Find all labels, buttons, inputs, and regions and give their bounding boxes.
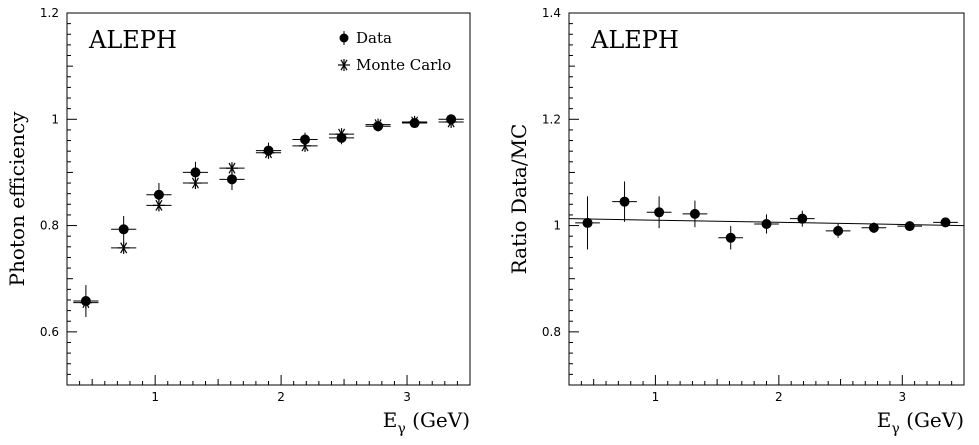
y-tick-label: 1.4	[542, 6, 561, 20]
data-point	[646, 196, 672, 229]
x-tick-label: 3	[898, 390, 906, 404]
x-tick-label: 1	[151, 390, 159, 404]
y-tick-label: 1.2	[40, 6, 59, 20]
data-point	[612, 181, 637, 222]
legend-entry: Data	[339, 29, 392, 47]
data-point	[789, 210, 815, 227]
x-tick-label: 1	[652, 390, 660, 404]
data-marker	[868, 222, 879, 233]
data-marker	[582, 217, 593, 228]
star-marker	[408, 115, 421, 128]
data-marker	[619, 196, 630, 207]
mc-point	[292, 139, 318, 152]
experiment-label: ALEPH	[88, 26, 177, 54]
mc-point	[146, 199, 172, 212]
star-marker	[299, 139, 312, 152]
data-point	[219, 168, 245, 190]
mc-point	[111, 241, 137, 254]
data-marker	[654, 207, 665, 218]
star-marker	[338, 59, 350, 71]
data-point	[861, 222, 887, 234]
data-point	[575, 196, 600, 250]
data-marker	[833, 225, 844, 236]
star-marker	[189, 177, 202, 190]
series-data	[575, 181, 958, 250]
x-axis-title: Eγ (GeV)	[383, 408, 470, 437]
data-marker	[226, 174, 237, 185]
data-marker	[797, 213, 808, 224]
series-data	[73, 114, 464, 317]
mc-point	[255, 146, 282, 159]
star-marker	[117, 241, 130, 254]
star-marker	[225, 162, 238, 175]
x-tick-label: 2	[775, 390, 783, 404]
data-marker	[904, 221, 915, 232]
data-marker	[725, 232, 736, 243]
data-point	[825, 223, 851, 238]
star-marker	[152, 199, 165, 212]
data-marker	[190, 167, 201, 178]
y-tick-label: 1	[553, 219, 561, 233]
experiment-label: ALEPH	[590, 26, 679, 54]
mc-point	[219, 162, 245, 175]
y-tick-label: 0.8	[542, 325, 561, 339]
data-marker	[940, 217, 951, 228]
data-point	[718, 226, 744, 250]
series-monte-carlo	[73, 115, 464, 309]
star-marker	[445, 115, 458, 128]
star-marker	[79, 296, 92, 309]
mc-point	[182, 177, 209, 190]
chart-panel-2: 1 2 3 0.8 1 1.2 1.4 Ratio Data/MC Eγ (GeV) ALEPH	[507, 6, 965, 437]
star-marker	[262, 146, 275, 159]
y-tick-label: 1.2	[542, 112, 561, 126]
mc-point	[365, 118, 391, 131]
data-marker	[761, 218, 772, 229]
mc-point	[438, 115, 464, 128]
star-marker	[335, 128, 348, 141]
legend-label: Data	[356, 29, 392, 47]
data-point	[933, 217, 958, 228]
chart-panel-1: 1 2 3 0.6 0.8 1 1.2 Photon efficiency Eγ (GeV) AL…	[5, 6, 471, 437]
x-tick-label: 3	[403, 390, 411, 404]
data-marker	[153, 189, 164, 200]
data-marker	[118, 224, 129, 235]
mc-point	[73, 296, 99, 309]
y-axis-title: Photon efficiency	[5, 111, 29, 287]
star-marker	[372, 118, 385, 131]
mc-point	[401, 115, 428, 128]
x-axis-title: Eγ (GeV)	[877, 408, 964, 437]
data-point	[682, 200, 708, 228]
y-tick-label: 0.8	[40, 219, 59, 233]
y-tick-label: 0.6	[40, 325, 59, 339]
mc-point	[328, 128, 355, 141]
legend-entry: Monte Carlo	[338, 56, 451, 74]
y-axis-title: Ratio Data/MC	[507, 124, 531, 275]
y-tick-label: 1	[51, 112, 59, 126]
data-marker	[689, 208, 700, 219]
legend: Data Monte Carlo	[338, 29, 451, 74]
data-point	[897, 221, 923, 232]
data-point	[111, 216, 137, 243]
data-point	[754, 214, 779, 234]
legend-label: Monte Carlo	[356, 56, 451, 74]
x-tick-label: 2	[277, 390, 285, 404]
